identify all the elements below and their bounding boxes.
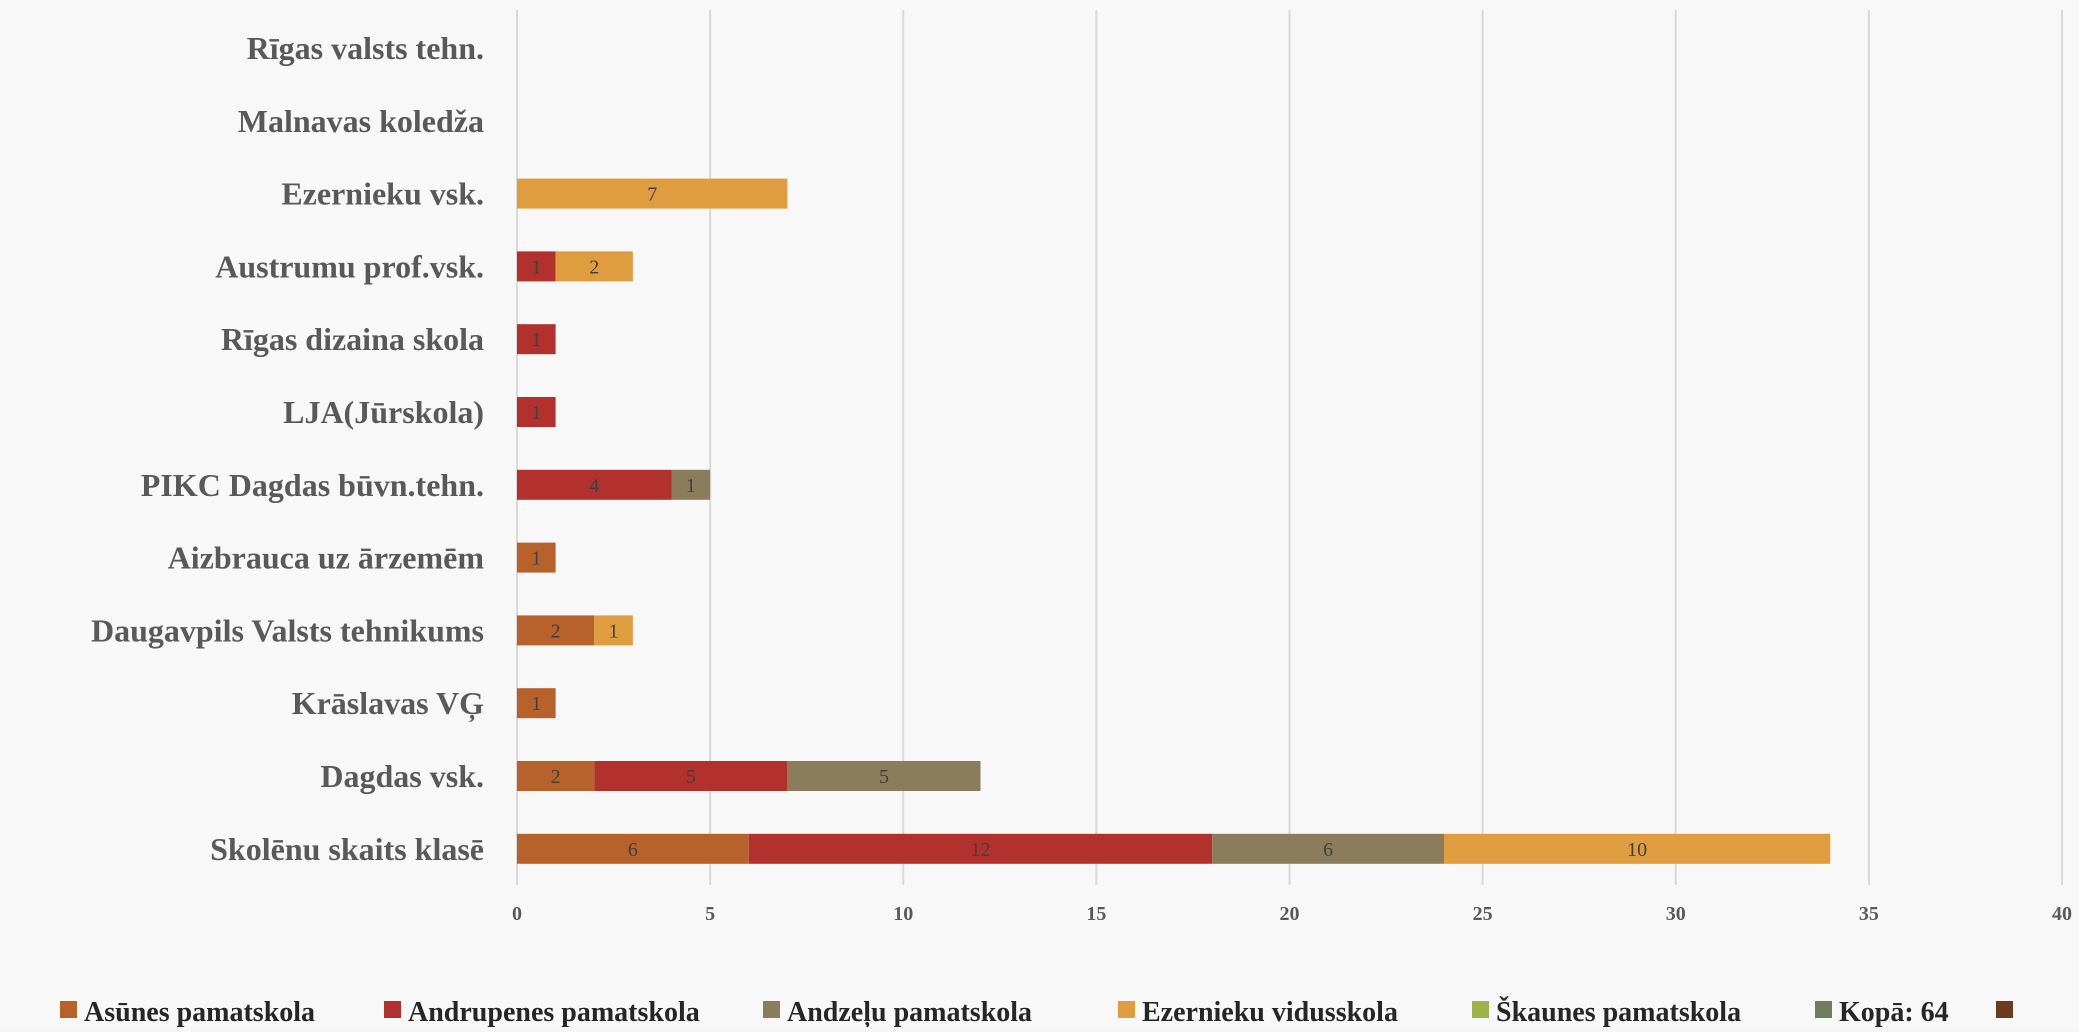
data-label: 1 (609, 620, 619, 642)
category-label: Rīgas dizaina skola (221, 321, 484, 357)
bar-segment (555, 251, 633, 282)
x-tick-label: 10 (893, 903, 913, 925)
bar-segment (671, 469, 711, 500)
bar-segment (594, 761, 788, 791)
bar-segment (517, 324, 556, 355)
x-tick-label: 0 (512, 903, 522, 925)
legend-label: Ezernieku vidusskola (1142, 997, 1398, 1027)
data-label: 2 (551, 620, 561, 642)
data-label: 4 (589, 475, 599, 497)
data-label: 6 (628, 839, 638, 861)
bar-segment (1212, 833, 1444, 864)
data-label: 1 (686, 475, 696, 497)
legend: Asūnes pamatskola Andrupenes pamatskola An… (60, 997, 2013, 1029)
category-label: Ezernieku vsk. (281, 176, 484, 212)
x-tick-label: 40 (2052, 903, 2072, 925)
data-label: 2 (551, 766, 561, 788)
gridlines (516, 10, 2063, 885)
data-label: 10 (1627, 839, 1647, 861)
bar-segment (517, 178, 788, 209)
category-label: Austrumu prof.vsk. (215, 248, 484, 284)
bar-segment (517, 251, 556, 282)
bar-segment (1444, 833, 1831, 864)
category-label: Aizbrauca uz ārzemēm (168, 540, 485, 576)
bar-segment (748, 833, 1213, 864)
bar-segment (594, 615, 633, 646)
legend-label: Andzeļu pamatskola (787, 997, 1032, 1027)
legend-label: Kopā: 64 (1839, 997, 1949, 1027)
category-label: Daugavpils Valsts tehnikums (91, 612, 484, 648)
data-label: 6 (1323, 839, 1333, 861)
legend-swatch (60, 1001, 77, 1018)
bar-segment (787, 761, 981, 791)
legend-swatch (1118, 1001, 1135, 1018)
category-labels: Skolēnu skaits klasē Dagdas vsk. Krāslavas… (91, 30, 484, 867)
bar-segment (517, 833, 749, 864)
bar-segment (517, 761, 595, 791)
bar-segment (517, 542, 556, 573)
bar-segment (517, 469, 672, 500)
x-tick-label: 30 (1666, 903, 1686, 925)
data-label: 1 (531, 402, 541, 424)
x-tick-label: 35 (1859, 903, 1879, 925)
legend-swatch (1996, 1001, 2013, 1018)
data-label: 5 (879, 766, 889, 788)
category-label: Malnavas koledža (238, 103, 484, 139)
data-label: 1 (531, 548, 541, 570)
legend-swatch (384, 1001, 401, 1018)
legend-swatch (763, 1001, 780, 1018)
x-tick-label: 20 (1280, 903, 1300, 925)
x-axis-tick-labels: 0 5 10 15 20 25 30 35 40 (512, 903, 2072, 925)
data-label: 12 (971, 839, 991, 861)
bar-segment (517, 397, 556, 427)
x-tick-label: 5 (705, 903, 715, 925)
legend-label: Škaunes pamatskola (1496, 997, 1741, 1027)
data-label: 2 (589, 256, 599, 278)
category-label: Rīgas valsts tehn. (247, 30, 484, 66)
x-tick-label: 15 (1086, 903, 1106, 925)
x-tick-label: 25 (1473, 903, 1493, 925)
category-label: LJA(Jūrskola) (283, 394, 484, 430)
category-label: Dagdas vsk. (320, 758, 484, 794)
legend-swatch (1815, 1001, 1832, 1018)
category-label: Skolēnu skaits klasē (210, 831, 484, 867)
bar-segment (517, 688, 556, 719)
data-label: 7 (647, 184, 657, 206)
bar-segment (517, 615, 595, 646)
data-label: 1 (531, 256, 541, 278)
data-label: 1 (531, 329, 541, 351)
legend-label: Asūnes pamatskola (84, 997, 315, 1027)
category-label: PIKC Dagdas būvn.tehn. (141, 467, 484, 503)
legend-label: Andrupenes pamatskola (408, 997, 700, 1027)
category-label: Krāslavas VĢ (292, 685, 484, 722)
data-label: 1 (531, 693, 541, 715)
data-label: 5 (686, 766, 696, 788)
legend-swatch (1472, 1001, 1489, 1018)
